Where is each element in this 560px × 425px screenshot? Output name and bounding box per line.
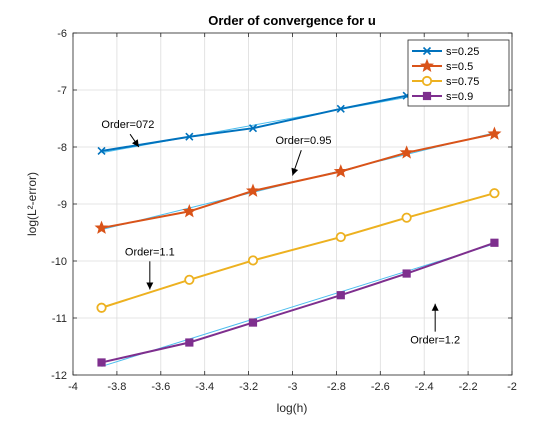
data-point xyxy=(336,104,345,113)
legend-label: s=0.25 xyxy=(446,46,479,58)
x-axis-label: log(h) xyxy=(277,401,308,415)
y-tick-label: -9 xyxy=(57,199,67,211)
x-tick-label: -3.2 xyxy=(239,381,258,393)
x-tick-label: -3 xyxy=(288,381,298,393)
legend: s=0.25 s=0.5 s=0.75 s=0.9 xyxy=(407,39,510,107)
data-point xyxy=(97,146,106,156)
data-point xyxy=(94,220,109,234)
x-tick-label: -2.6 xyxy=(371,381,390,393)
annotation-layer: Order=072 Order=0.95 Order=1.1 Order=1.2 xyxy=(101,119,460,346)
data-point xyxy=(489,188,500,199)
annotation-text: Order=1.1 xyxy=(125,246,175,258)
x-tick-label: -3.4 xyxy=(195,381,214,393)
data-point xyxy=(185,132,194,141)
annotation-text: Order=1.2 xyxy=(410,335,460,347)
series-line xyxy=(101,132,495,229)
series-line xyxy=(101,241,495,364)
data-point xyxy=(247,255,259,266)
data-point xyxy=(248,318,258,327)
y-tick-label: -11 xyxy=(52,313,67,325)
reference-fit-line xyxy=(101,243,495,367)
annotation-text: Order=0.95 xyxy=(275,135,331,147)
data-point xyxy=(97,358,106,367)
y-tick-label: -7 xyxy=(57,85,67,97)
series-s=0.5 xyxy=(94,126,502,234)
y-tick-label: -12 xyxy=(51,370,67,382)
data-point xyxy=(248,124,258,133)
x-tick-label: -2.4 xyxy=(415,381,434,393)
data-point xyxy=(333,164,348,178)
data-point xyxy=(399,145,414,159)
x-tick-label: -3.6 xyxy=(151,381,170,393)
annotation-arrow xyxy=(146,261,154,290)
series-line xyxy=(101,192,495,309)
data-point xyxy=(422,46,432,56)
data-point xyxy=(184,274,195,285)
x-tick-label: -2 xyxy=(507,381,517,393)
data-point xyxy=(245,183,261,197)
data-point xyxy=(182,204,197,218)
legend-item: s=0.25 xyxy=(412,46,479,58)
data-point xyxy=(487,126,502,140)
legend-label: s=0.9 xyxy=(446,91,473,103)
x-tick-label: -2.8 xyxy=(327,381,346,393)
data-point xyxy=(422,91,432,101)
data-point xyxy=(335,231,346,243)
legend-item: s=0.9 xyxy=(412,91,473,103)
y-axis-label: log(L²-error) xyxy=(25,172,39,236)
legend-item: s=0.75 xyxy=(412,75,479,88)
annotation-arrow xyxy=(291,149,302,176)
series-s=0.75 xyxy=(96,188,500,313)
chart-title: Order of convergence for u xyxy=(208,13,376,28)
data-point xyxy=(421,75,433,87)
x-tick-label: -2.2 xyxy=(459,381,478,393)
legend-label: s=0.75 xyxy=(446,76,479,88)
annotation-arrow xyxy=(431,303,439,332)
data-point xyxy=(490,238,499,247)
data-point xyxy=(402,269,411,278)
x-tick-label: -4 xyxy=(68,381,78,393)
series-s=0.9 xyxy=(97,238,499,367)
data-point xyxy=(96,302,107,313)
data-point xyxy=(401,212,412,223)
legend-label: s=0.5 xyxy=(446,61,473,73)
annotation-text: Order=072 xyxy=(101,119,154,131)
legend-item: s=0.5 xyxy=(412,58,473,73)
data-point xyxy=(185,338,194,347)
y-tick-label: -8 xyxy=(57,142,67,154)
y-tick-label: -10 xyxy=(51,256,67,268)
x-tick-label: -3.8 xyxy=(107,381,126,393)
tick-layer: -4 -3.8 -3.6 -3.4 -3.2 -3 -2.8 -2.6 -2.4 -2.2 -2 -1… xyxy=(51,28,517,393)
data-point xyxy=(336,291,345,300)
data-point xyxy=(419,58,435,72)
y-tick-label: -6 xyxy=(57,28,67,40)
annotation-arrow xyxy=(129,133,140,148)
